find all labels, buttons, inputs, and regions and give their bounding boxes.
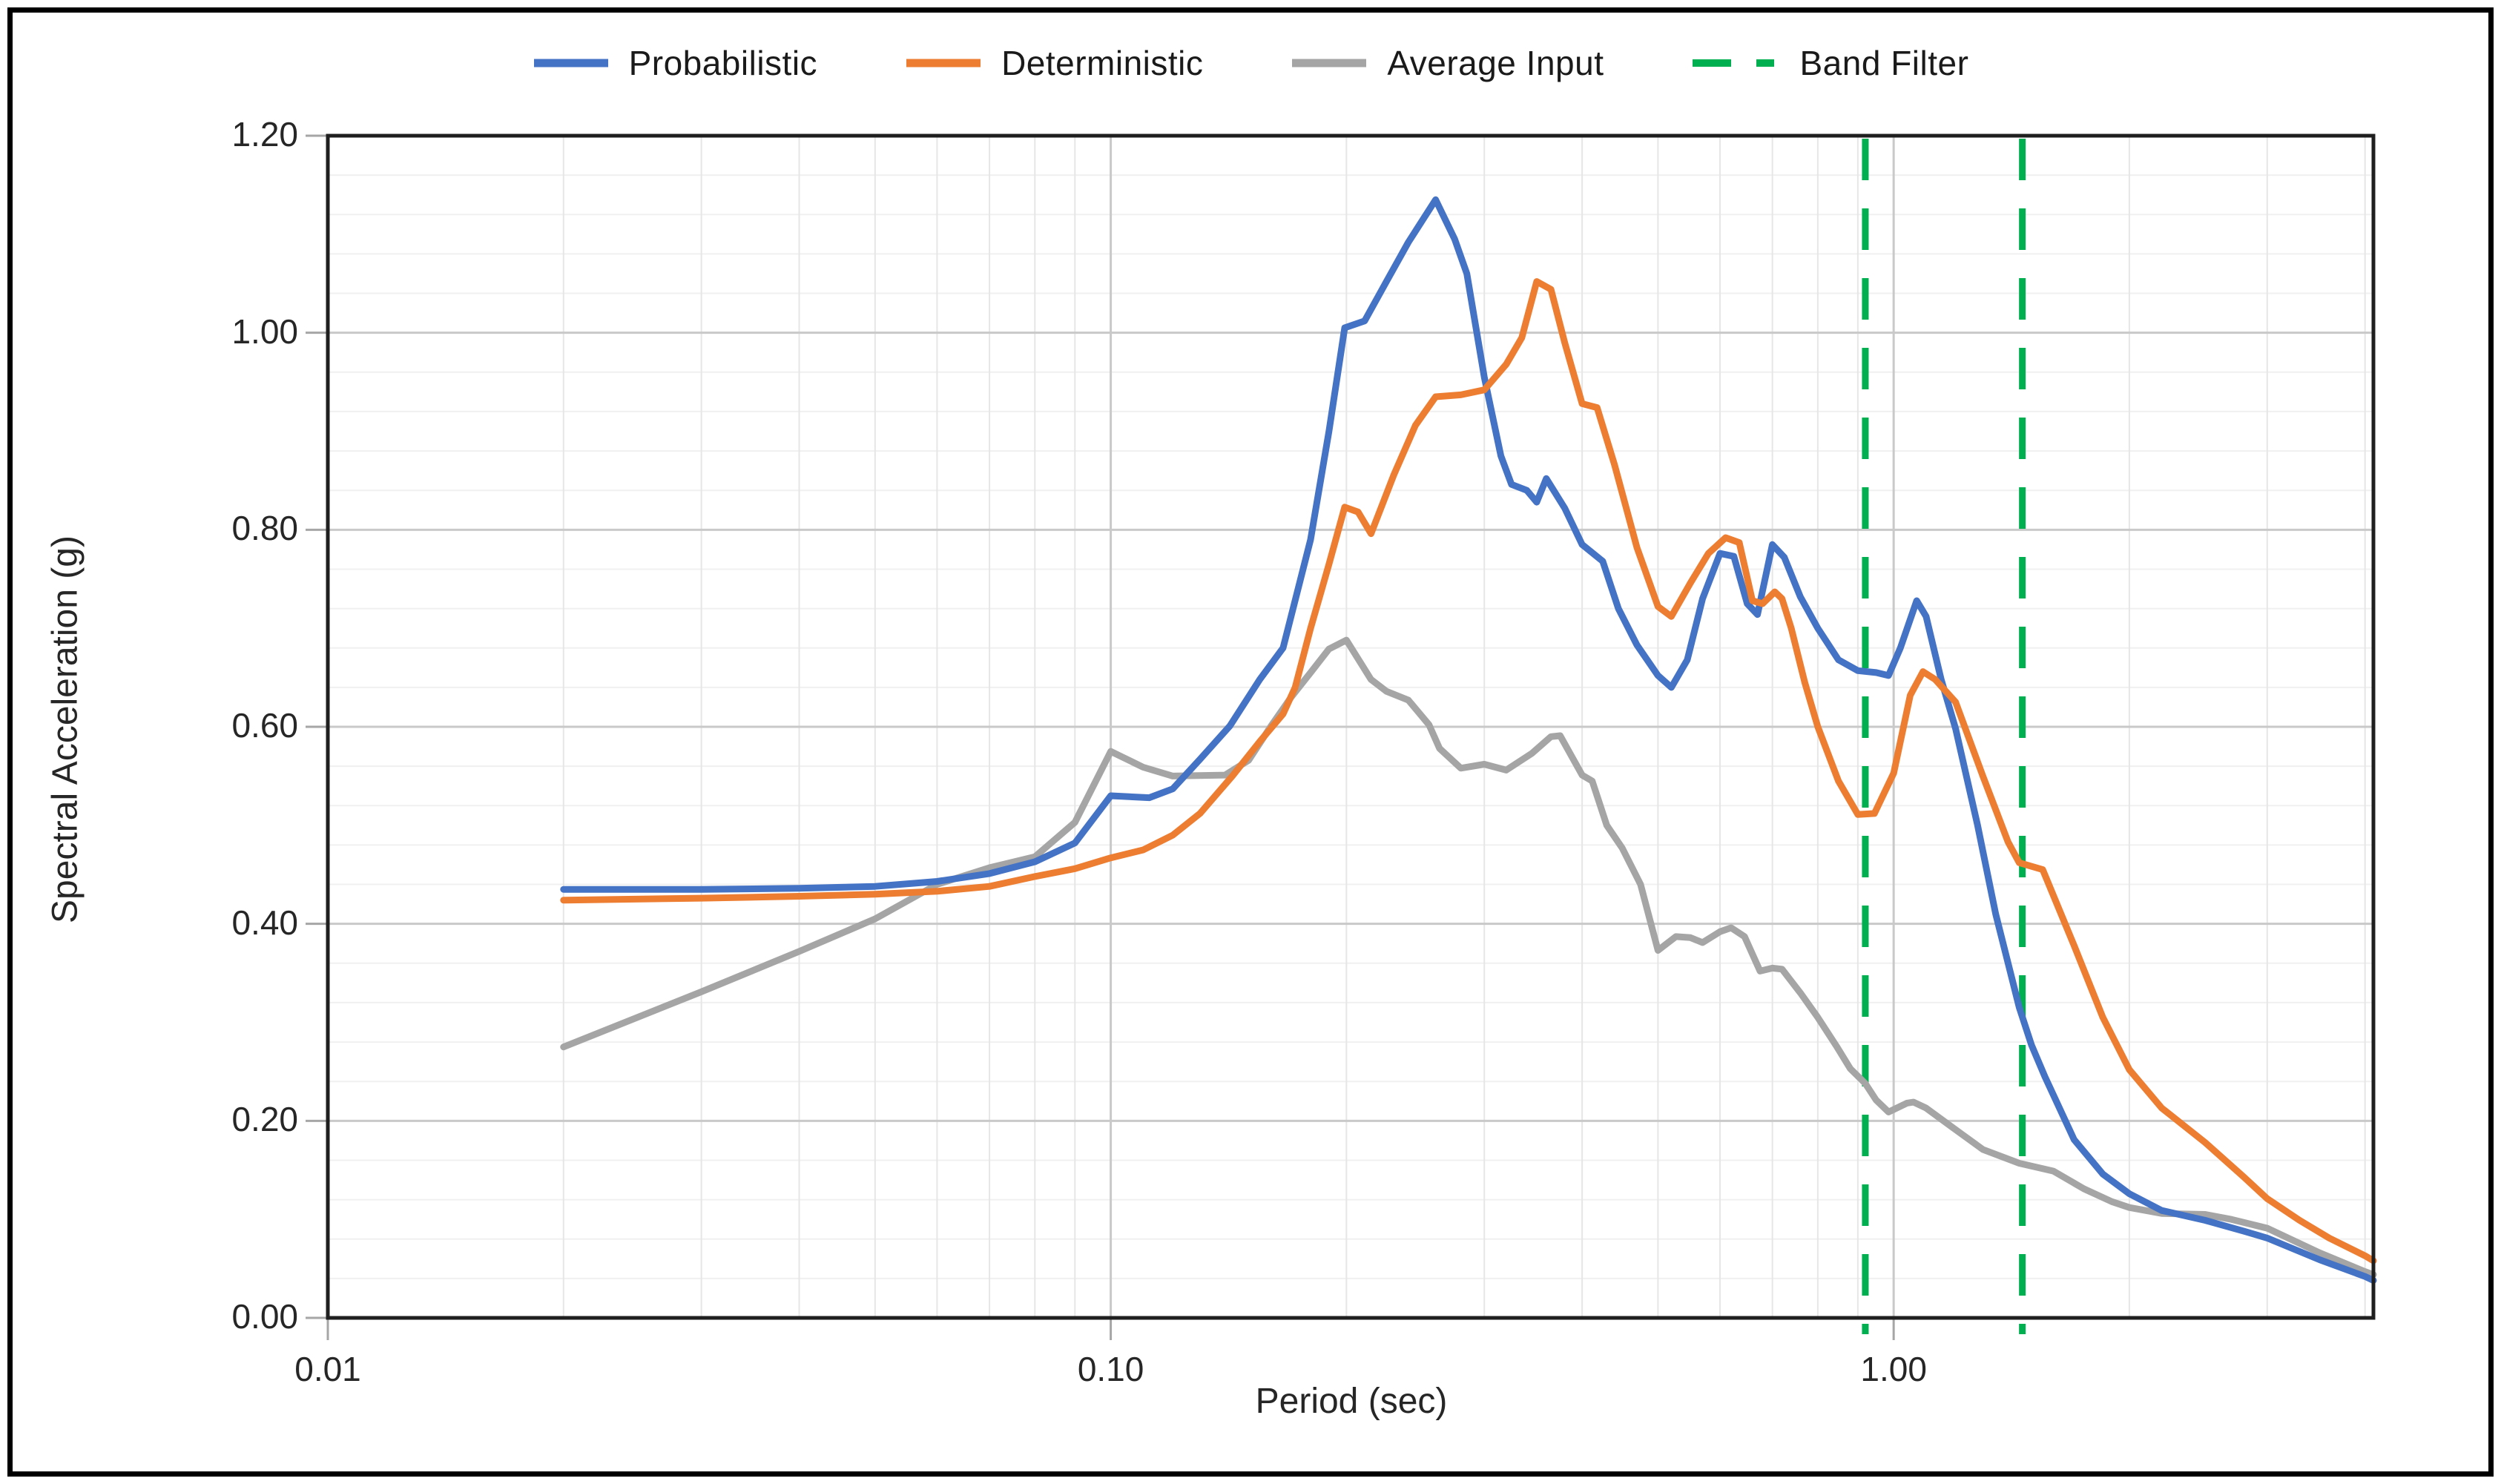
x-tick-label: 0.10: [1077, 1350, 1144, 1388]
y-tick-label: 0.20: [231, 1100, 298, 1139]
x-tick-label: 1.00: [1860, 1350, 1927, 1388]
y-tick-label: 0.40: [231, 903, 298, 942]
y-tick-label: 0.00: [231, 1297, 298, 1336]
chart-legend: Probabilistic Deterministic Average Inpu…: [0, 43, 2501, 83]
band-filter-dashed-swatch-icon: [1693, 59, 1779, 67]
legend-item-deterministic: Deterministic: [905, 43, 1203, 83]
legend-label-probabilistic: Probabilistic: [628, 44, 818, 82]
legend-item-average-input: Average Input: [1291, 43, 1604, 83]
legend-label-average-input: Average Input: [1387, 44, 1604, 82]
y-axis-title: Spectral Acceleration (g): [45, 535, 85, 923]
figure-border: [7, 7, 2494, 1477]
y-tick-label: 0.60: [231, 706, 298, 745]
plot-frame: [326, 133, 2376, 1320]
series-curve-deterministic: [560, 278, 2377, 1264]
x-axis-title: Period (sec): [1255, 1382, 1448, 1421]
probabilistic-line-swatch-icon: [533, 59, 608, 67]
deterministic-line-swatch-icon: [906, 59, 981, 67]
series-curve-average-input: [560, 636, 2377, 1279]
average-input-line-swatch-icon: [1292, 59, 1367, 67]
y-tick-label: 1.20: [231, 115, 298, 154]
series-curve-probabilistic: [560, 196, 2377, 1284]
legend-label-band-filter: Band Filter: [1799, 44, 1969, 82]
legend-item-probabilistic: Probabilistic: [533, 43, 818, 83]
y-tick-label: 0.80: [231, 509, 298, 548]
legend-label-deterministic: Deterministic: [1001, 44, 1204, 82]
legend-item-band-filter: Band Filter: [1691, 43, 1968, 83]
x-tick-label: 0.01: [294, 1350, 361, 1388]
y-tick-label: 1.00: [231, 311, 298, 351]
